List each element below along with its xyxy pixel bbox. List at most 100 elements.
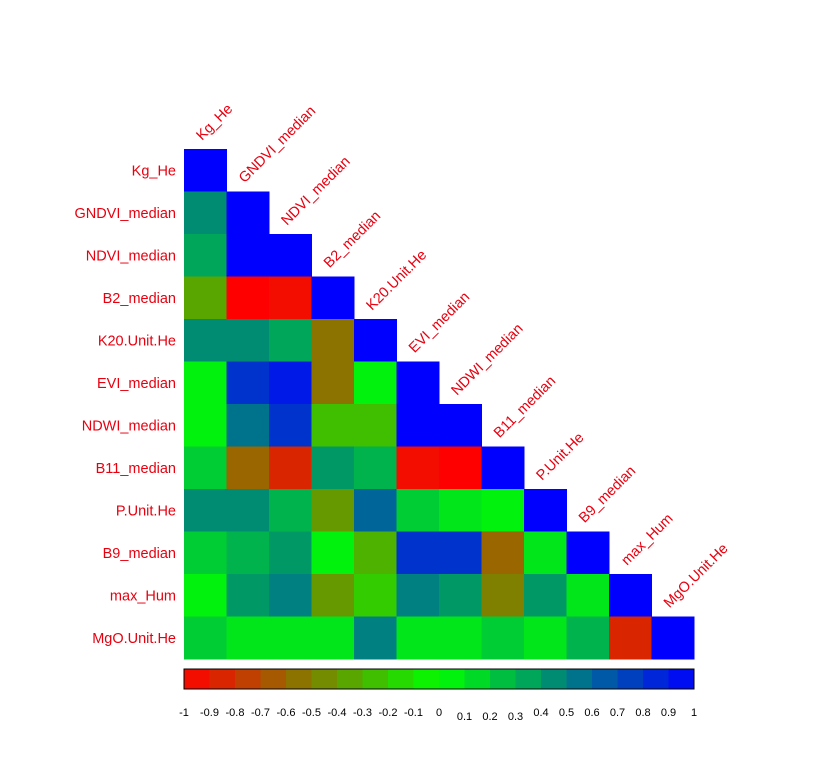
heatmap-cell (226, 531, 270, 575)
colorbar-segment (566, 669, 593, 689)
heatmap-cell (609, 616, 652, 660)
colorbar-tick-label: -0.2 (379, 707, 398, 719)
colorbar-segment (235, 669, 261, 689)
colorbar-segment (439, 669, 465, 689)
colorbar-segment (311, 669, 338, 689)
row-label: NDWI_median (82, 418, 176, 434)
heatmap-cell (439, 489, 482, 532)
heatmap-cell (269, 361, 312, 405)
heatmap-cell (651, 616, 695, 660)
heatmap-cell (269, 404, 312, 447)
column-label: EVI_median (406, 289, 473, 356)
heatmap-cell (184, 616, 227, 660)
heatmap-cell (184, 446, 227, 490)
colorbar-border (183, 668, 695, 690)
colorbar-segment (337, 669, 363, 689)
heatmap-cell (184, 531, 227, 575)
heatmap-cell (269, 574, 312, 617)
colorbar-segment (413, 669, 440, 689)
row-label: MgO.Unit.He (92, 631, 176, 647)
colorbar-tick-label: 0.3 (508, 711, 523, 723)
colorbar-segment (362, 669, 389, 689)
heatmap-cell (396, 531, 440, 575)
row-label: max_Hum (110, 588, 176, 604)
heatmap-cell (269, 489, 312, 532)
row-label: NDVI_median (86, 248, 176, 264)
heatmap-cell (481, 489, 525, 532)
column-label: GNDVI_median (236, 103, 319, 186)
heatmap-cell (524, 489, 567, 532)
heatmap-cell (396, 404, 440, 447)
colorbar-segment (592, 669, 618, 689)
heatmap-cell (524, 616, 567, 660)
row-label: EVI_median (97, 376, 176, 392)
heatmap-cell (354, 574, 397, 617)
heatmap-cell (226, 574, 270, 617)
heatmap-cell (269, 446, 312, 490)
column-label: NDWI_median (449, 321, 527, 399)
heatmap-cell (311, 276, 355, 320)
colorbar-segment (515, 669, 542, 689)
column-label: B2_median (321, 208, 384, 271)
heatmap-cell (226, 234, 270, 277)
colorbar-tick-label: 0.9 (661, 707, 676, 719)
heatmap-cell (566, 574, 610, 617)
heatmap-cell (311, 404, 355, 447)
colorbar-ticks: -1 -0.9 -0.8 -0.7 -0.6 -0.5 -0.4 -0.3 -0.2 -0.1 0 0… (179, 707, 697, 723)
heatmap-cell (354, 404, 397, 447)
colorbar-tick-label: 0.2 (482, 711, 497, 723)
row-label: B9_median (103, 546, 176, 562)
heatmap-cell (269, 276, 312, 320)
heatmap-cell (439, 616, 482, 660)
column-label: K20.Unit.He (364, 247, 431, 314)
heatmap-cell (184, 404, 227, 447)
colorbar-segment (184, 669, 210, 689)
heatmap-cell (354, 489, 397, 532)
colorbar-segment (260, 669, 287, 689)
colorbar-tick-label: 0.7 (610, 707, 625, 719)
column-label: P.Unit.He (534, 430, 588, 484)
heatmap-cell (396, 574, 440, 617)
heatmap-cell (311, 574, 355, 617)
heatmap-cell (269, 319, 312, 362)
heatmap-cell (184, 276, 227, 320)
heatmap-cell (226, 191, 270, 235)
heatmap-cell (184, 319, 227, 362)
heatmap-cells (184, 149, 695, 660)
colorbar-segment (617, 669, 644, 689)
heatmap-cell (184, 574, 227, 617)
heatmap-cell (226, 616, 270, 660)
heatmap-cell (269, 234, 312, 277)
row-label: P.Unit.He (116, 503, 176, 519)
colorbar-tick-label: 0.4 (533, 707, 548, 719)
colorbar-tick-label: 0.6 (584, 707, 599, 719)
colorbar-tick-label: 0.1 (457, 711, 472, 723)
colorbar-segment (541, 669, 567, 689)
colorbar-tick-label: -0.7 (251, 707, 270, 719)
heatmap-cell (184, 191, 227, 235)
column-label: B9_median (576, 463, 639, 526)
heatmap-cell (269, 531, 312, 575)
column-label: max_Hum (619, 511, 677, 569)
heatmap-cell (354, 361, 397, 405)
colorbar-segment (490, 669, 516, 689)
heatmap-cell (396, 446, 440, 490)
colorbar (183, 668, 695, 690)
heatmap-cell (524, 531, 567, 575)
heatmap-cell (354, 446, 397, 490)
heatmap-cell (396, 489, 440, 532)
heatmap-cell (524, 574, 567, 617)
row-label: B11_median (96, 461, 176, 477)
heatmap-cell (481, 616, 525, 660)
colorbar-tick-label: 0.8 (635, 707, 650, 719)
heatmap-cell (311, 319, 355, 362)
heatmap-cell (184, 361, 227, 405)
colorbar-tick-label: -0.3 (353, 707, 372, 719)
colorbar-tick-label: 0 (436, 707, 442, 719)
heatmap-cell (311, 489, 355, 532)
row-labels: Kg_He GNDVI_median NDVI_median B2_median K20… (74, 163, 176, 647)
heatmap-cell (226, 276, 270, 320)
colorbar-tick-label: 1 (691, 707, 697, 719)
colorbar-tick-label: -0.6 (277, 707, 296, 719)
